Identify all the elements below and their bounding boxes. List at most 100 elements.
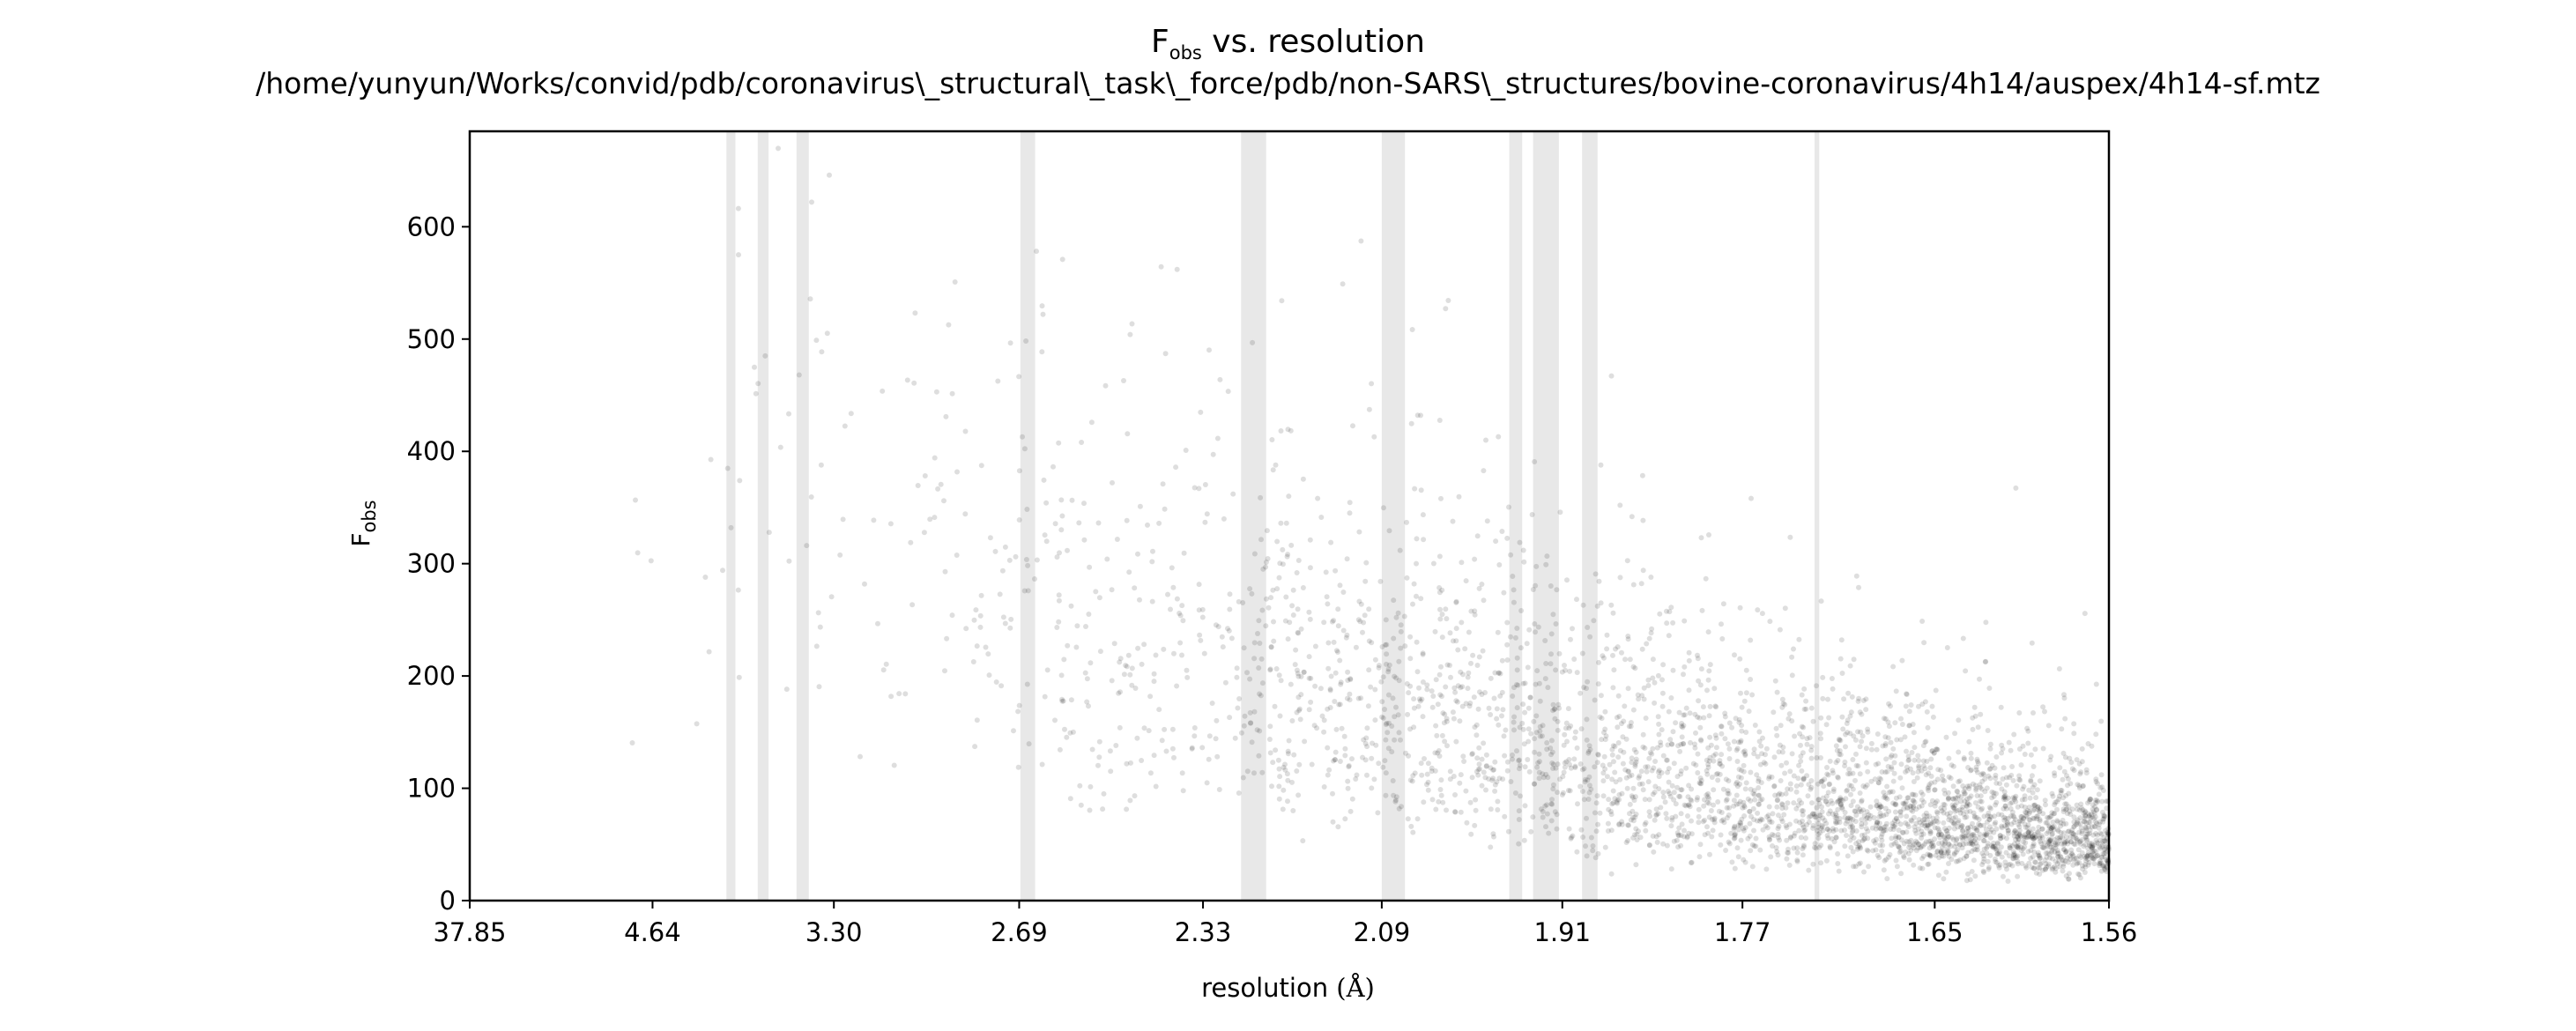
data-point (1086, 703, 1091, 709)
data-point (1726, 839, 1732, 845)
data-point (1611, 667, 1617, 673)
data-point (1023, 557, 1029, 562)
data-point (1803, 706, 1809, 712)
data-point (1979, 862, 1986, 868)
data-point (1616, 821, 1622, 827)
data-point (1838, 801, 1844, 807)
data-point (1971, 825, 1978, 831)
data-point (1936, 855, 1942, 861)
data-point (2002, 793, 2008, 799)
data-point (1602, 737, 1608, 743)
data-point (1451, 774, 1457, 779)
data-point (1379, 699, 1385, 705)
data-point (1469, 752, 1475, 757)
data-point (1707, 734, 1713, 740)
data-point (1954, 807, 1960, 813)
data-point (1169, 726, 1176, 732)
data-point (970, 659, 976, 664)
data-point (635, 550, 641, 556)
data-point (1704, 771, 1711, 777)
data-point (1562, 731, 1568, 738)
data-point (1813, 845, 1819, 851)
data-point (1783, 790, 1789, 797)
data-point (1531, 718, 1537, 724)
data-point (1568, 636, 1573, 642)
data-point (1852, 777, 1858, 783)
data-point (1002, 620, 1008, 627)
data-point (1604, 632, 1610, 638)
data-point (1209, 701, 1215, 706)
data-point (2004, 820, 2010, 826)
data-point (972, 744, 978, 750)
data-point (1763, 760, 1769, 767)
data-point (1451, 716, 1457, 722)
data-point (1615, 693, 1622, 699)
data-point (1748, 495, 1754, 501)
data-point (1642, 797, 1648, 803)
data-point (1658, 742, 1664, 748)
data-point (1676, 833, 1682, 839)
data-point (1936, 841, 1941, 847)
data-point (1536, 751, 1542, 757)
data-point (1826, 782, 1832, 788)
data-point (1670, 619, 1676, 626)
data-point (1532, 781, 1537, 787)
data-point (1532, 459, 1538, 464)
data-point (1416, 696, 1422, 702)
data-point (1778, 723, 1784, 729)
data-point (987, 535, 993, 541)
data-point (1383, 642, 1388, 648)
data-point (827, 172, 832, 178)
data-point (1753, 843, 1759, 849)
data-point (1546, 830, 1552, 836)
data-point (1525, 757, 1531, 762)
data-point (1256, 618, 1262, 624)
data-point (1877, 811, 1883, 816)
data-point (1644, 641, 1650, 647)
data-point (1823, 793, 1830, 799)
data-point (2077, 815, 2083, 821)
data-point (1653, 834, 1659, 840)
data-point (1268, 595, 1274, 601)
data-point (1882, 857, 1888, 864)
data-point (1887, 851, 1893, 857)
data-point (2017, 818, 2023, 824)
data-point (1501, 733, 1507, 739)
data-point (1972, 873, 1978, 879)
data-point (2011, 814, 2017, 820)
data-point (1586, 790, 1592, 796)
data-point (1438, 664, 1444, 670)
data-point (1689, 797, 1695, 804)
data-point (1337, 701, 1343, 708)
data-point (1656, 731, 1662, 738)
data-point (1800, 724, 1807, 731)
data-point (1810, 823, 1816, 828)
data-point (2067, 755, 2073, 761)
data-point (1819, 822, 1825, 828)
data-point (1677, 748, 1683, 754)
data-point (1753, 835, 1759, 842)
data-point (2086, 798, 2092, 805)
data-point (2018, 762, 2024, 768)
data-point (1579, 767, 1585, 773)
data-point (2020, 786, 2026, 792)
data-point (1897, 775, 1904, 781)
data-point (1918, 845, 1924, 851)
data-point (1627, 811, 1632, 817)
data-point (1395, 712, 1401, 718)
data-point (944, 635, 950, 642)
data-point (1288, 681, 1294, 687)
data-point (1214, 753, 1221, 760)
data-point (1643, 716, 1649, 721)
data-point (1616, 792, 1622, 797)
data-point (2026, 787, 2032, 793)
data-point (1992, 765, 1998, 771)
data-point (1693, 762, 1699, 768)
data-point (1521, 837, 1527, 843)
data-point (1985, 858, 1991, 864)
data-point (2037, 817, 2043, 822)
data-point (2031, 835, 2038, 841)
data-point (946, 322, 952, 328)
data-point (1283, 520, 1289, 526)
data-point (1841, 696, 1847, 702)
